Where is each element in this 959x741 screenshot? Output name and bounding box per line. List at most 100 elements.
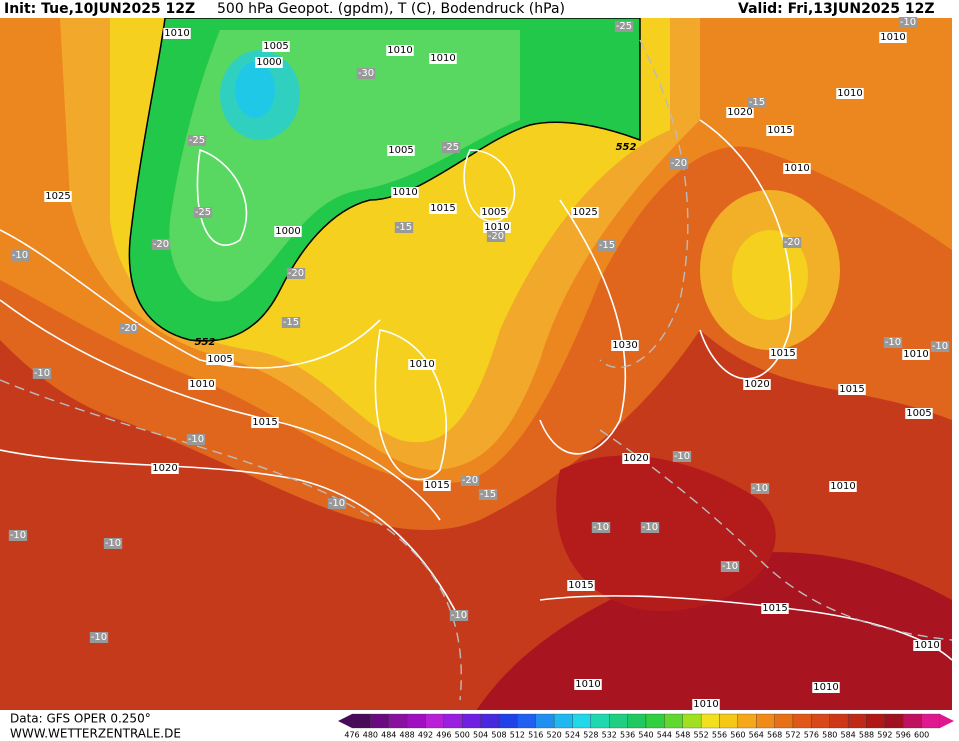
map-label: 1010 xyxy=(574,679,602,690)
label-box xyxy=(151,463,179,474)
label-box xyxy=(913,640,941,651)
map-label: -15 xyxy=(747,97,767,108)
map-label: -20 xyxy=(782,237,802,248)
geopotential-label: 552 xyxy=(616,142,637,153)
map-label: -10 xyxy=(930,341,950,352)
label-box xyxy=(103,538,123,549)
temperature-label: -30 xyxy=(358,68,374,79)
map-label: 1015 xyxy=(761,603,789,614)
map-label: 1015 xyxy=(429,203,457,214)
temperature-label: -20 xyxy=(671,158,687,169)
legend-swatch xyxy=(682,713,702,729)
map-label: 1015 xyxy=(766,125,794,136)
map-label: -25 xyxy=(614,21,634,32)
legend-label: 528 xyxy=(583,731,598,740)
label-box xyxy=(571,207,599,218)
label-box xyxy=(119,323,139,334)
map-label: -20 xyxy=(460,475,480,486)
isobar-label: 1010 xyxy=(575,679,600,690)
legend-label: 492 xyxy=(418,731,433,740)
legend-swatch xyxy=(847,713,867,729)
temperature-label: -25 xyxy=(443,142,459,153)
label-box xyxy=(597,240,617,251)
temperature-label: -10 xyxy=(722,561,738,572)
temperature-label: -15 xyxy=(599,240,615,251)
isobar-label: 1010 xyxy=(484,222,509,233)
label-box xyxy=(8,530,28,541)
legend-swatch xyxy=(866,713,886,729)
isobar-label: 1005 xyxy=(388,145,413,156)
map-label: 1005 xyxy=(262,41,290,52)
map-label: 1010 xyxy=(836,88,864,99)
label-box xyxy=(726,107,754,118)
label-box xyxy=(151,239,171,250)
map-label: 1000 xyxy=(274,226,302,237)
label-box xyxy=(743,379,771,390)
isobar xyxy=(699,119,793,380)
label-box xyxy=(89,632,109,643)
map-label: -20 xyxy=(286,268,306,279)
legend-swatch xyxy=(462,713,481,729)
label-box xyxy=(206,354,234,365)
isobar-label: 1010 xyxy=(784,163,809,174)
temperature-label: -10 xyxy=(932,341,948,352)
isobar-label: 1020 xyxy=(744,379,769,390)
legend-swatch xyxy=(756,713,775,729)
map-label: -15 xyxy=(281,317,301,328)
legend-swatch xyxy=(480,713,500,729)
legend-swatch xyxy=(590,713,610,729)
temperature-label: -10 xyxy=(674,451,690,462)
map-label: 1030 xyxy=(611,340,639,351)
legend-label: 496 xyxy=(436,731,451,740)
legend-label: 552 xyxy=(693,731,708,740)
temperature-label: -10 xyxy=(105,538,121,549)
map-label: 1010 xyxy=(163,28,191,39)
temperature-label: -20 xyxy=(121,323,137,334)
website: WWW.WETTERZENTRALE.DE xyxy=(10,727,181,741)
isobar-label: 1025 xyxy=(45,191,70,202)
isobar xyxy=(374,329,448,481)
label-box xyxy=(186,434,206,445)
map-label: 1010 xyxy=(783,163,811,174)
temperature-label: -20 xyxy=(462,475,478,486)
label-box xyxy=(622,453,650,464)
map-label: 1010 xyxy=(483,222,511,233)
legend-swatch xyxy=(829,713,849,729)
isobar xyxy=(463,149,516,223)
legend-swatch xyxy=(572,713,592,729)
isobar-label: 1020 xyxy=(727,107,752,118)
label-box xyxy=(750,483,770,494)
isobar-label: 1030 xyxy=(612,340,637,351)
init-time: Init: Tue,10JUN2025 12Z xyxy=(4,1,195,17)
label-box xyxy=(879,32,907,43)
label-box xyxy=(429,53,457,64)
legend-label: 500 xyxy=(455,731,470,740)
map-label: -20 xyxy=(151,239,171,250)
legend-label: 520 xyxy=(546,731,561,740)
isobar-label: 1020 xyxy=(623,453,648,464)
map-label: 552 xyxy=(195,337,216,348)
map-label: 1010 xyxy=(913,640,941,651)
isobar-label: 1005 xyxy=(263,41,288,52)
temperature-label: -10 xyxy=(329,498,345,509)
isobar-label: 1010 xyxy=(387,45,412,56)
label-box xyxy=(423,480,451,491)
isobar-label: 1015 xyxy=(430,203,455,214)
map-label: -10 xyxy=(720,561,740,572)
legend-label: 588 xyxy=(859,731,874,740)
legend-swatch xyxy=(498,713,518,729)
label-box xyxy=(640,522,660,533)
label-box xyxy=(883,337,903,348)
label-box xyxy=(391,187,419,198)
label-box xyxy=(441,142,461,153)
isobar-label: 1015 xyxy=(762,603,787,614)
temperature-label: -15 xyxy=(749,97,765,108)
map-label: -10 xyxy=(8,530,28,541)
map-label: 1010 xyxy=(391,187,419,198)
isobar-label: 1025 xyxy=(572,207,597,218)
legend-label: 516 xyxy=(528,731,543,740)
label-box xyxy=(692,699,720,710)
legend-label: 484 xyxy=(381,731,396,740)
label-box xyxy=(356,68,376,79)
